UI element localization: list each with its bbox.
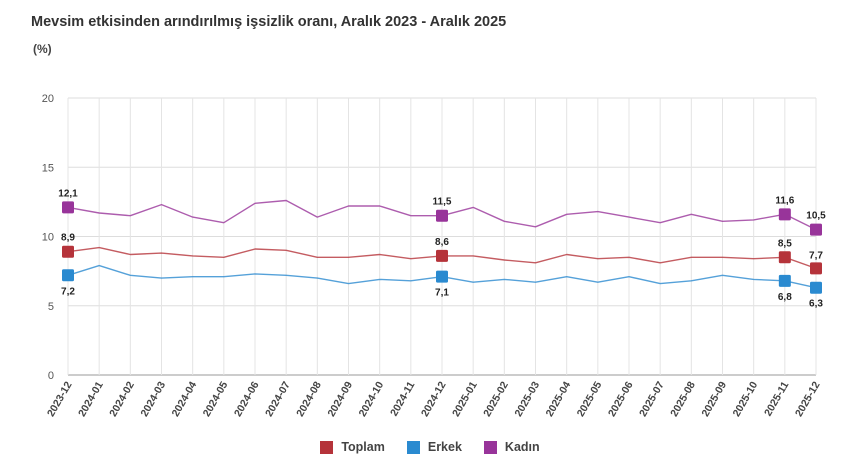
y-tick-label: 15 (42, 162, 54, 174)
legend-swatch (483, 440, 497, 454)
x-tick-label: 2024-07 (263, 379, 293, 419)
data-label: 7,1 (435, 288, 449, 299)
data-point-marker (62, 201, 74, 214)
data-point-marker (810, 223, 822, 236)
x-tick-label: 2024-08 (294, 379, 324, 419)
x-tick-label: 2025-03 (512, 379, 542, 419)
legend-item-kadın[interactable]: Kadın (483, 440, 540, 454)
grid-layer (67, 97, 817, 376)
x-tick-label: 2024-11 (388, 379, 417, 418)
legend-item-toplam[interactable]: Toplam (320, 440, 385, 454)
data-point-marker (778, 208, 791, 221)
x-tick-label: 2024-06 (232, 379, 262, 419)
y-axis-unit-label: (%) (33, 42, 52, 56)
x-tick-label: 2025-07 (637, 379, 667, 419)
data-label: 8,5 (778, 238, 792, 249)
x-tick-label: 2024-09 (325, 379, 355, 419)
data-label: 6,3 (809, 299, 823, 310)
data-label: 8,9 (61, 233, 75, 244)
x-tick-label: 2025-02 (481, 379, 511, 419)
data-point-marker (62, 245, 74, 258)
x-tick-label: 2024-01 (76, 379, 106, 419)
data-point-marker (436, 249, 448, 262)
data-label: 7,7 (809, 250, 823, 261)
legend: Toplam Erkek Kadın (0, 440, 860, 454)
x-tick-label: 2025-08 (668, 379, 698, 419)
data-point-marker (62, 269, 74, 282)
x-tick-label: 2025-05 (575, 379, 605, 419)
legend-swatch (406, 440, 420, 454)
y-tick-label: 0 (48, 370, 54, 382)
data-label: 7,2 (61, 286, 75, 297)
data-point-marker (810, 262, 822, 275)
x-tick-label: 2024-12 (419, 379, 449, 419)
data-label-layer: 8,9 8,6 8,5 7,7 7,2 7,1 6,8 6,3 12,1 11,5 11,6 10,5 (58, 188, 826, 309)
x-tick-label: 2024-02 (107, 379, 137, 419)
x-tick-label: 2023-12 (45, 379, 75, 419)
data-point-marker (436, 270, 448, 283)
x-tick-label: 2024-05 (201, 379, 231, 419)
data-label: 12,1 (58, 188, 78, 199)
data-label: 10,5 (806, 211, 826, 222)
x-tick-label: 2025-11 (762, 379, 791, 418)
y-tick-label: 5 (48, 301, 54, 313)
series-layer (62, 199, 822, 294)
legend-label: Erkek (427, 440, 462, 454)
data-point-marker (436, 209, 448, 222)
x-tick-label: 2024-03 (138, 379, 168, 419)
data-point-marker (810, 281, 822, 294)
chart-title: Mevsim etkisinden arındırılmış işsizlik … (31, 14, 507, 30)
x-tick-label: 2024-04 (170, 379, 200, 419)
data-label: 8,6 (435, 237, 449, 248)
x-tick-label: 2025-09 (699, 379, 729, 419)
data-point-marker (778, 251, 791, 264)
x-tick-label: 2025-12 (793, 379, 823, 419)
legend-item-erkek[interactable]: Erkek (406, 440, 462, 454)
legend-label: Kadın (504, 440, 540, 454)
y-tick-label: 20 (42, 93, 54, 105)
x-tick-label: 2025-06 (606, 379, 636, 419)
data-label: 11,6 (775, 195, 794, 206)
data-label: 11,5 (433, 197, 452, 208)
x-tick-label: 2024-10 (357, 379, 387, 419)
x-tick-label: 2025-04 (544, 379, 574, 419)
data-point-marker (778, 274, 791, 287)
legend-label: Toplam (341, 440, 385, 454)
y-tick-label: 10 (42, 232, 54, 244)
x-tick-label: 2025-01 (450, 379, 480, 419)
x-tick-label: 2025-10 (731, 379, 761, 419)
data-label: 6,8 (778, 292, 792, 303)
legend-swatch (320, 440, 334, 454)
